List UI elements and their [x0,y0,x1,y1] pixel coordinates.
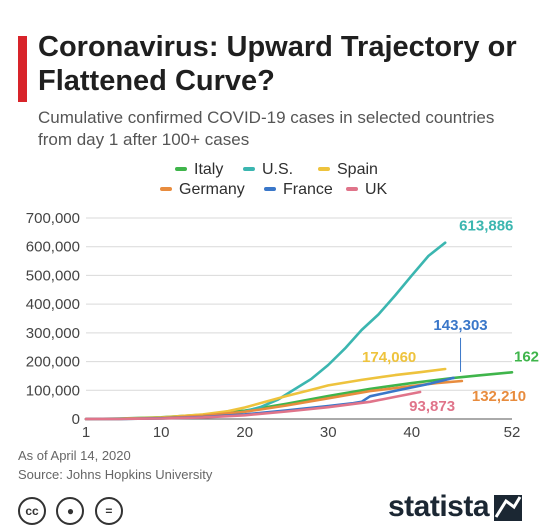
legend-item-germany: Germany [160,181,245,199]
statista-logo-mark [494,495,522,521]
data-label-germany: 132,210 [472,388,526,405]
source-note: Source: Johns Hopkins University [18,467,213,482]
legend-label: Italy [194,161,224,178]
x-tick-label: 30 [320,424,337,441]
legend-swatch [318,166,330,171]
y-tick-label: 600,000 [26,239,80,256]
legend-item-italy: Italy [175,161,223,179]
legend-swatch [346,186,358,191]
data-label-us: 613,886 [459,218,513,235]
title-accent-bar [18,36,27,102]
series-line-uk [84,390,422,421]
data-label-italy: 162,488 [514,348,540,365]
legend-item-france: France [264,181,333,199]
y-tick-label: 400,000 [26,296,80,313]
x-tick-label: 10 [153,424,170,441]
legend-item-us: U.S. [243,161,293,179]
legend-row: Italy U.S. Spain [0,161,540,181]
equals-icon: = [94,497,123,525]
legend-swatch [264,186,276,191]
license-icons: cc ● = [18,497,129,525]
y-tick-label: 300,000 [26,325,80,342]
legend-swatch [160,186,172,191]
legend-label: Germany [179,181,245,198]
y-tick-label: 0 [72,411,80,428]
chart-subtitle: Cumulative confirmed COVID-19 cases in s… [38,108,495,149]
chart-title: Coronavirus: Upward Trajectory or Flatte… [38,31,517,97]
legend-label: U.S. [262,161,294,178]
cc-icon: cc [18,497,46,525]
y-tick-label: 700,000 [26,210,80,227]
person-icon: ● [56,497,85,525]
x-tick-label: 1 [82,424,90,441]
statista-logo: statista [388,490,490,523]
x-tick-label: 20 [236,424,253,441]
legend-row: Germany France UK [0,181,540,201]
data-label-uk: 93,873 [409,398,455,415]
y-tick-label: 200,000 [26,354,80,371]
legend-swatch [175,166,187,171]
legend-label: UK [365,181,388,198]
x-tick-label: 40 [403,424,420,441]
date-note: As of April 14, 2020 [18,448,131,463]
legend-swatch [243,166,255,171]
data-label-france: 143,303 [433,317,487,334]
line-chart: 0 100,000 200,000 300,000 400,000 500,000 600,… [26,210,540,441]
legend-label: Spain [337,161,378,178]
legend-item-uk: UK [346,181,387,199]
legend-label: France [283,181,333,198]
y-tick-label: 100,000 [26,382,80,399]
x-tick-label: 52 [504,424,521,441]
legend-item-spain: Spain [318,161,378,179]
y-tick-label: 500,000 [26,267,80,284]
data-label-spain: 174,060 [362,349,416,366]
